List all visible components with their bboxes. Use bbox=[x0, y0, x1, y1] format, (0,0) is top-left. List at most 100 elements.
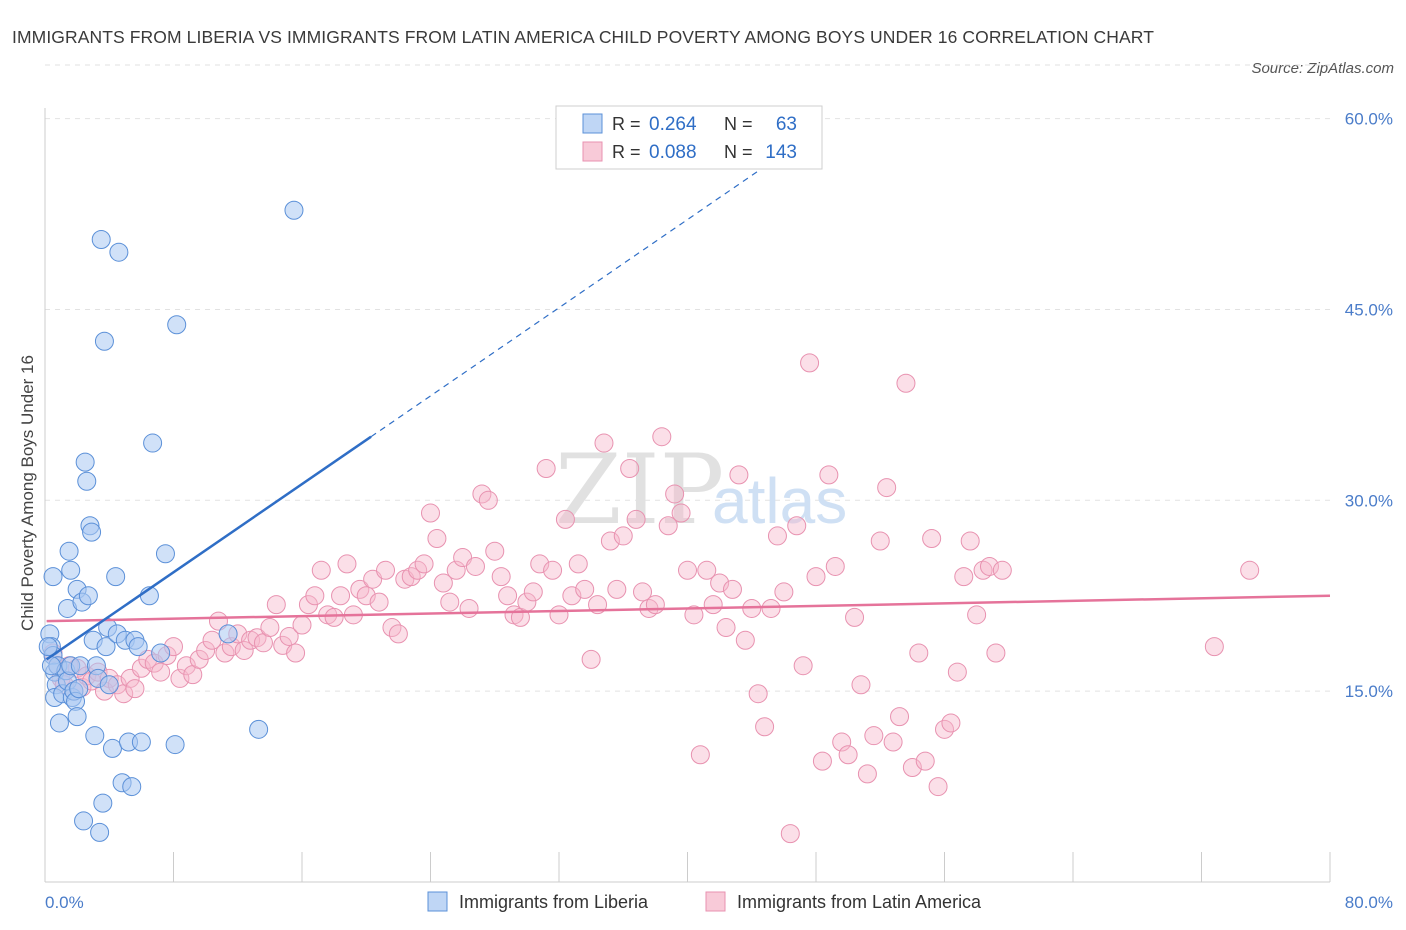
latam-point bbox=[491, 567, 511, 587]
liberia-point bbox=[96, 637, 116, 657]
y-tick-label: 15.0% bbox=[1345, 682, 1393, 701]
liberia-trend-line bbox=[45, 435, 372, 661]
liberia-point bbox=[61, 560, 81, 580]
latam-point bbox=[202, 630, 222, 650]
liberia-point bbox=[284, 200, 304, 220]
latam-point bbox=[819, 465, 839, 485]
liberia-point bbox=[249, 719, 269, 739]
latam-point bbox=[890, 707, 910, 727]
latam-point bbox=[645, 595, 665, 615]
latam-point bbox=[967, 605, 987, 625]
liberia-trend-extension bbox=[370, 158, 777, 438]
latam-point bbox=[1240, 560, 1260, 580]
latam-point bbox=[774, 582, 794, 602]
latam-point bbox=[594, 433, 614, 453]
latam-point bbox=[575, 579, 595, 599]
latam-point bbox=[684, 605, 704, 625]
latam-point bbox=[735, 630, 755, 650]
legend-r-label-latam: R = bbox=[612, 142, 641, 162]
liberia-point bbox=[43, 567, 63, 587]
latam-point bbox=[703, 595, 723, 615]
chart-source: Source: ZipAtlas.com bbox=[1251, 60, 1394, 77]
latam-point bbox=[864, 726, 884, 746]
liberia-point bbox=[143, 433, 163, 453]
latam-point bbox=[536, 459, 556, 478]
watermark-zip: ZIP bbox=[555, 434, 724, 546]
liberia-point bbox=[91, 229, 111, 249]
legend-r-value-liberia: 0.264 bbox=[649, 114, 697, 135]
latam-point bbox=[928, 777, 948, 797]
liberia-point bbox=[67, 707, 87, 727]
latam-point bbox=[465, 556, 485, 576]
latam-point bbox=[613, 526, 633, 546]
latam-point bbox=[266, 595, 286, 615]
liberia-point bbox=[102, 738, 122, 758]
latam-point bbox=[1204, 637, 1224, 657]
latam-point bbox=[446, 560, 466, 580]
liberia-point bbox=[99, 675, 119, 695]
liberia-point bbox=[85, 726, 105, 746]
latam-point bbox=[433, 573, 453, 593]
latam-points bbox=[43, 353, 1260, 844]
latam-point bbox=[440, 592, 460, 612]
latam-point bbox=[954, 567, 974, 587]
latam-point bbox=[633, 582, 653, 602]
liberia-point bbox=[218, 624, 238, 644]
watermark-atlas: atlas bbox=[712, 465, 847, 537]
latam-point bbox=[767, 526, 787, 546]
bottom-legend-swatch-liberia bbox=[427, 891, 448, 912]
latam-point bbox=[331, 586, 351, 606]
chart-title: IMMIGRANTS FROM LIBERIA VS IMMIGRANTS FR… bbox=[12, 27, 1154, 47]
latam-point bbox=[196, 640, 216, 660]
latam-point bbox=[851, 675, 871, 695]
legend-n-value-liberia: 63 bbox=[776, 114, 797, 135]
latam-point bbox=[838, 745, 858, 765]
latam-point bbox=[678, 560, 697, 580]
latam-point bbox=[986, 643, 1006, 663]
latam-point bbox=[671, 503, 691, 523]
liberia-point bbox=[90, 822, 110, 842]
latam-point bbox=[960, 531, 980, 551]
liberia-point bbox=[106, 567, 126, 587]
latam-point bbox=[729, 465, 749, 485]
stats-legend: R = 0.264 N = 63 R = 0.088 N = 143 bbox=[555, 105, 823, 170]
legend-r-value-latam: 0.088 bbox=[649, 142, 697, 163]
latam-point bbox=[626, 509, 646, 529]
legend-n-value-latam: 143 bbox=[765, 142, 797, 163]
latam-point bbox=[992, 560, 1012, 580]
latam-point bbox=[543, 560, 563, 580]
liberia-point bbox=[165, 735, 185, 755]
x-ticks bbox=[44, 852, 1331, 882]
y-tick-labels: 15.0% 30.0% 45.0% 60.0% bbox=[1345, 110, 1393, 702]
liberia-point bbox=[82, 522, 102, 542]
liberia-point bbox=[109, 242, 129, 262]
grid-lines bbox=[45, 64, 1330, 692]
bottom-legend-label-liberia: Immigrants from Liberia bbox=[459, 892, 649, 912]
liberia-points bbox=[38, 200, 304, 842]
latam-point bbox=[607, 579, 627, 599]
latam-point bbox=[690, 745, 710, 765]
latam-point bbox=[376, 560, 396, 580]
latam-point bbox=[806, 567, 826, 587]
liberia-point bbox=[94, 331, 114, 351]
trend-lines bbox=[45, 158, 1331, 661]
latam-point bbox=[665, 484, 685, 504]
liberia-point bbox=[93, 793, 113, 813]
liberia-point bbox=[69, 679, 89, 699]
legend-r-label-liberia: R = bbox=[612, 114, 641, 134]
latam-point bbox=[151, 662, 171, 682]
x-tick-label-max: 80.0% bbox=[1345, 893, 1393, 912]
latam-point bbox=[600, 531, 620, 551]
latam-point bbox=[523, 582, 543, 602]
x-tick-label-min: 0.0% bbox=[45, 893, 84, 912]
legend-swatch-liberia bbox=[582, 113, 603, 134]
liberia-point bbox=[38, 637, 58, 657]
latam-point bbox=[459, 598, 479, 618]
latam-point bbox=[748, 684, 768, 704]
liberia-point bbox=[128, 637, 148, 657]
latam-point bbox=[478, 490, 498, 510]
latam-point bbox=[652, 427, 672, 447]
latam-point bbox=[915, 751, 935, 771]
liberia-point bbox=[155, 544, 175, 564]
liberia-point bbox=[78, 586, 98, 606]
